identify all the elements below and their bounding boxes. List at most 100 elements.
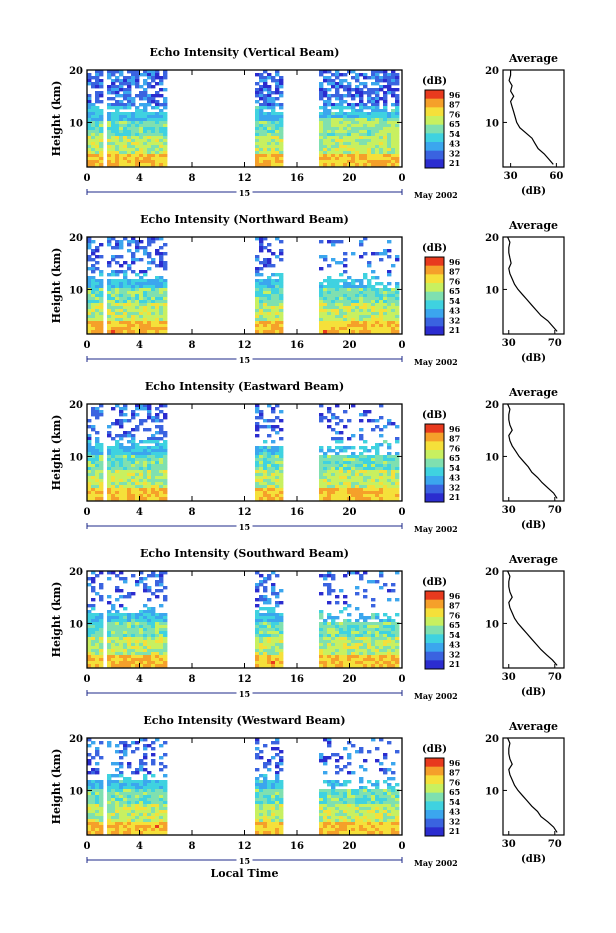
heatmap-cell [131,282,135,285]
heatmap-cell [339,148,343,151]
heatmap-cell [339,303,343,306]
heatmap-cell [395,488,399,491]
heatmap-cell [375,252,379,255]
heatmap-cell [259,622,263,625]
heatmap-cell [135,467,139,470]
heatmap-cell [127,76,131,79]
heatmap-cell [143,637,147,640]
heatmap-cell [87,279,91,282]
heatmap-cell [119,270,123,273]
heatmap-cell [371,115,375,118]
heatmap-cell [131,139,135,142]
heatmap-cell [383,425,387,428]
heatmap-cell [115,243,119,246]
heatmap-cell [143,303,147,306]
heatmap-cell [323,622,327,625]
heatmap-cell [115,103,119,106]
heatmap-cell [159,485,163,488]
heatmap-cell [95,753,99,756]
heatmap-cell [271,664,275,667]
heatmap-cell [391,479,395,482]
heatmap-cell [151,148,155,151]
heatmap-cell [343,124,347,127]
heatmap-cell [147,828,151,831]
heatmap-cell [323,154,327,157]
heatmap-cell [387,661,391,664]
heatmap-cell [267,452,271,455]
heatmap-cell [323,139,327,142]
heatmap-cell [263,649,267,652]
heatmap-cell [163,321,167,324]
heatmap-cell [131,485,135,488]
heatmap-cell [279,136,283,139]
heatmap-cell [371,88,375,91]
heatmap-cell [159,744,163,747]
colorbar-tick-label: 76 [449,443,461,453]
heatmap-cell [363,306,367,309]
heatmap-cell [395,318,399,321]
heatmap-cell [155,467,159,470]
heatmap-cell [279,258,283,261]
heatmap-cell [323,619,327,622]
heatmap-cell [275,115,279,118]
heatmap-cell [151,130,155,133]
heatmap-cell [143,112,147,115]
heatmap-cell [143,497,147,500]
heatmap-cell [387,473,391,476]
heatmap-cell [91,148,95,151]
heatmap-cell [123,628,127,631]
heatmap-cell [275,91,279,94]
heatmap-cell [111,819,115,822]
heatmap-cell [343,139,347,142]
colorbar-segment [425,318,444,327]
heatmap-cell [99,443,103,446]
heatmap-cell [255,258,259,261]
heatmap-cell [87,109,91,112]
heatmap-cell [87,133,91,136]
heatmap-cell [339,127,343,130]
heatmap-cell [375,664,379,667]
heatmap-cell [151,452,155,455]
heatmap-cell [263,306,267,309]
heatmap-cell [159,798,163,801]
heatmap-cell [259,297,263,300]
heatmap-cell [131,819,135,822]
heatmap-cell [383,142,387,145]
heatmap-cell [139,780,143,783]
heatmap-cell [111,491,115,494]
heatmap-cell [115,643,119,646]
heatmap-cell [343,470,347,473]
heatmap-cell [111,822,115,825]
heatmap-cell [99,825,103,828]
heatmap-cell [259,625,263,628]
heatmap-cell [259,154,263,157]
heatmap-cell [275,112,279,115]
heatmap-cell [367,297,371,300]
heatmap-cell [351,649,355,652]
heatmap-cell [371,604,375,607]
heatmap-cell [255,318,259,321]
heatmap-cell [359,664,363,667]
heatmap-cell [383,622,387,625]
heatmap-cell [375,124,379,127]
heatmap-cell [327,628,331,631]
heatmap-cell [111,804,115,807]
heatmap-cell [351,124,355,127]
heatmap-cell [387,318,391,321]
heatmap-cell [323,142,327,145]
heatmap-cell [107,431,111,434]
heatmap-cell [135,798,139,801]
heatmap-cell [279,121,283,124]
heatmap-cell [151,661,155,664]
heatmap-cell [119,285,123,288]
heatmap-cell [319,637,323,640]
heatmap-cell [107,285,111,288]
heatmap-cell [151,133,155,136]
heatmap-cell [119,321,123,324]
heatmap-cell [359,574,363,577]
heatmap-cell [87,318,91,321]
heatmap-cell [115,461,119,464]
heatmap-cell [275,124,279,127]
heatmap-cell [151,160,155,163]
heatmap-cell [163,622,167,625]
